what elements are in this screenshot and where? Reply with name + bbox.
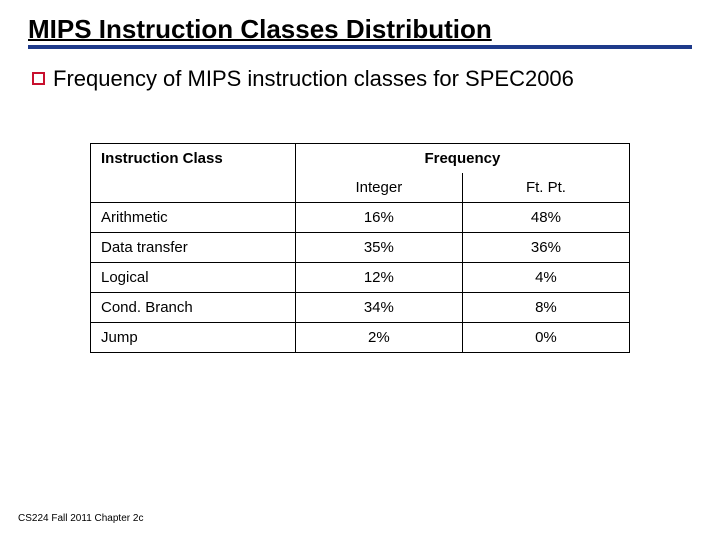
body-text: Frequency of MIPS instruction classes fo… (53, 65, 574, 93)
cell-ftpt: 8% (462, 292, 629, 322)
cell-ftpt: 48% (462, 202, 629, 232)
cell-ftpt: 4% (462, 262, 629, 292)
subheader-ftpt: Ft. Pt. (462, 173, 629, 203)
table-row: Data transfer 35% 36% (91, 232, 630, 262)
cell-integer: 34% (295, 292, 462, 322)
square-bullet-icon (32, 72, 45, 85)
table-row: Jump 2% 0% (91, 322, 630, 352)
header-frequency: Frequency (295, 143, 629, 173)
slide-footer: CS224 Fall 2011 Chapter 2c (18, 513, 143, 524)
cell-label: Jump (91, 322, 296, 352)
body-bullet-line: Frequency of MIPS instruction classes fo… (32, 65, 692, 93)
table-row: Logical 12% 4% (91, 262, 630, 292)
cell-integer: 16% (295, 202, 462, 232)
slide: MIPS Instruction Classes Distribution Fr… (0, 0, 720, 540)
subheader-integer: Integer (295, 173, 462, 203)
slide-title: MIPS Instruction Classes Distribution (28, 14, 492, 44)
table-header-row-1: Instruction Class Frequency (91, 143, 630, 173)
cell-integer: 12% (295, 262, 462, 292)
instruction-frequency-table: Instruction Class Frequency Integer Ft. … (90, 143, 630, 353)
cell-label: Cond. Branch (91, 292, 296, 322)
cell-label: Logical (91, 262, 296, 292)
cell-integer: 35% (295, 232, 462, 262)
table-row: Cond. Branch 34% 8% (91, 292, 630, 322)
table-container: Instruction Class Frequency Integer Ft. … (90, 143, 630, 353)
table-row: Arithmetic 16% 48% (91, 202, 630, 232)
cell-ftpt: 0% (462, 322, 629, 352)
cell-label: Data transfer (91, 232, 296, 262)
cell-integer: 2% (295, 322, 462, 352)
header-instruction-class: Instruction Class (91, 143, 296, 202)
title-underline-bar: MIPS Instruction Classes Distribution (28, 14, 692, 49)
cell-label: Arithmetic (91, 202, 296, 232)
cell-ftpt: 36% (462, 232, 629, 262)
